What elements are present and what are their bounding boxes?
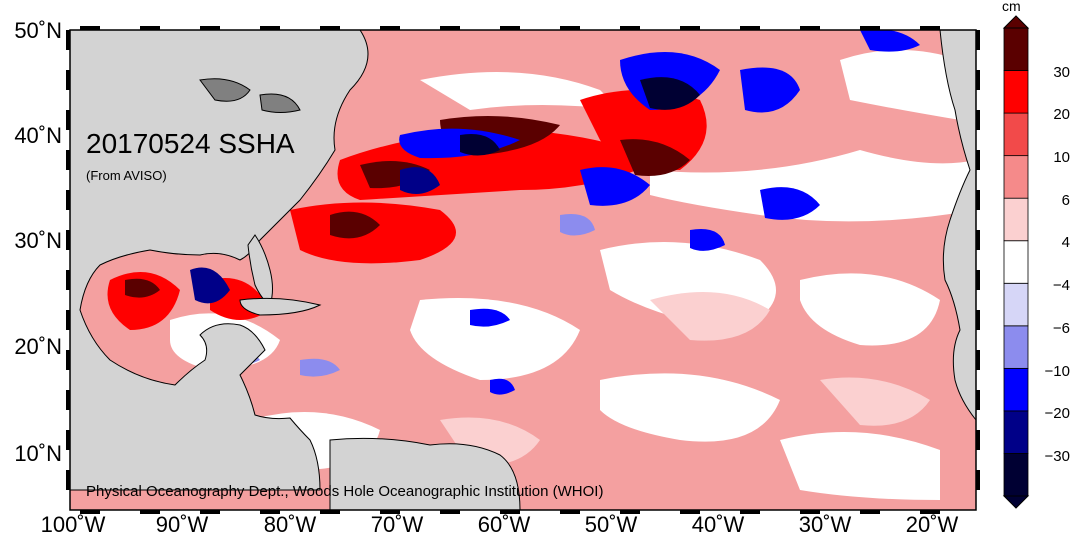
colorbar-segment (1003, 325, 1029, 369)
colorbar-bottom-arrow (1002, 495, 1030, 509)
colorbar-segment (1003, 282, 1029, 327)
lat-label-20: 20˚N (14, 334, 62, 359)
frame-bars-right (976, 30, 980, 490)
lon-label-70w: 70˚W (370, 512, 424, 537)
colorbar-segment (1003, 197, 1029, 242)
colorbar-segment (1003, 70, 1029, 114)
colorbar-segment (1003, 367, 1029, 412)
colorbar-label: −10 (1044, 363, 1070, 380)
map-subtitle: (From AVISO) (86, 168, 167, 183)
colorbar-label: −6 (1052, 320, 1070, 337)
colorbar-label: −20 (1044, 405, 1070, 422)
colorbar-label: −4 (1052, 277, 1070, 294)
lat-label-30: 30˚N (14, 228, 62, 253)
frame-bars-bottom (80, 510, 940, 514)
colorbar (1002, 15, 1030, 509)
colorbar-label: 4 (1061, 234, 1070, 251)
colorbar-label: 20 (1053, 106, 1070, 123)
colorbar-segment (1003, 240, 1029, 284)
colorbar-segment (1003, 155, 1029, 199)
colorbar-segment (1003, 27, 1029, 71)
colorbar-label: 6 (1061, 192, 1070, 209)
lon-label-60w: 60˚W (477, 512, 531, 537)
lon-label-80w: 80˚W (263, 512, 317, 537)
lat-label-10: 10˚N (14, 441, 62, 466)
lon-label-20w: 20˚W (905, 512, 959, 537)
frame-bars-top (80, 26, 940, 30)
colorbar-unit: cm (1002, 0, 1021, 14)
map-title: 20170524 SSHA (86, 128, 295, 159)
colorbar-segment (1003, 453, 1029, 497)
colorbar-top-arrow (1002, 15, 1030, 29)
land (70, 30, 976, 510)
frame-bars-left (66, 30, 70, 490)
colorbar-segment (1003, 112, 1029, 157)
lon-label-50w: 50˚W (584, 512, 638, 537)
lon-label-100w: 100˚W (40, 512, 106, 537)
colorbar-label: 10 (1053, 149, 1070, 166)
lon-label-30w: 30˚W (798, 512, 852, 537)
colorbar-label: −30 (1044, 448, 1070, 465)
lat-label-40: 40˚N (14, 123, 62, 148)
lon-label-40w: 40˚W (691, 512, 745, 537)
colorbar-label: 30 (1053, 64, 1070, 81)
lat-label-50: 50˚N (14, 18, 62, 43)
lon-label-90w: 90˚W (155, 512, 209, 537)
map-credit: Physical Oceanography Dept., Woods Hole … (86, 483, 604, 500)
colorbar-segment (1003, 410, 1029, 454)
